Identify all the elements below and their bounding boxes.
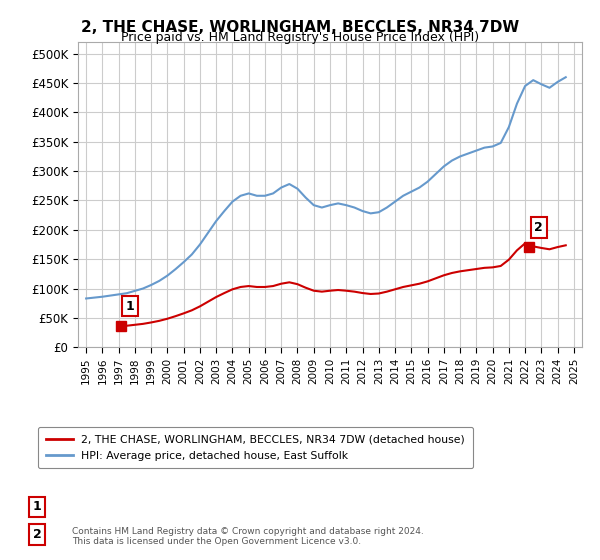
Text: 2, THE CHASE, WORLINGHAM, BECCLES, NR34 7DW: 2, THE CHASE, WORLINGHAM, BECCLES, NR34 … bbox=[81, 20, 519, 35]
Legend: 2, THE CHASE, WORLINGHAM, BECCLES, NR34 7DW (detached house), HPI: Average price: 2, THE CHASE, WORLINGHAM, BECCLES, NR34 … bbox=[38, 427, 473, 469]
Text: 2: 2 bbox=[32, 528, 41, 541]
Text: 1: 1 bbox=[125, 300, 134, 312]
Text: Contains HM Land Registry data © Crown copyright and database right 2024.
This d: Contains HM Land Registry data © Crown c… bbox=[72, 526, 424, 546]
Text: 2: 2 bbox=[535, 221, 543, 234]
Text: Price paid vs. HM Land Registry's House Price Index (HPI): Price paid vs. HM Land Registry's House … bbox=[121, 31, 479, 44]
Text: 1: 1 bbox=[32, 501, 41, 514]
